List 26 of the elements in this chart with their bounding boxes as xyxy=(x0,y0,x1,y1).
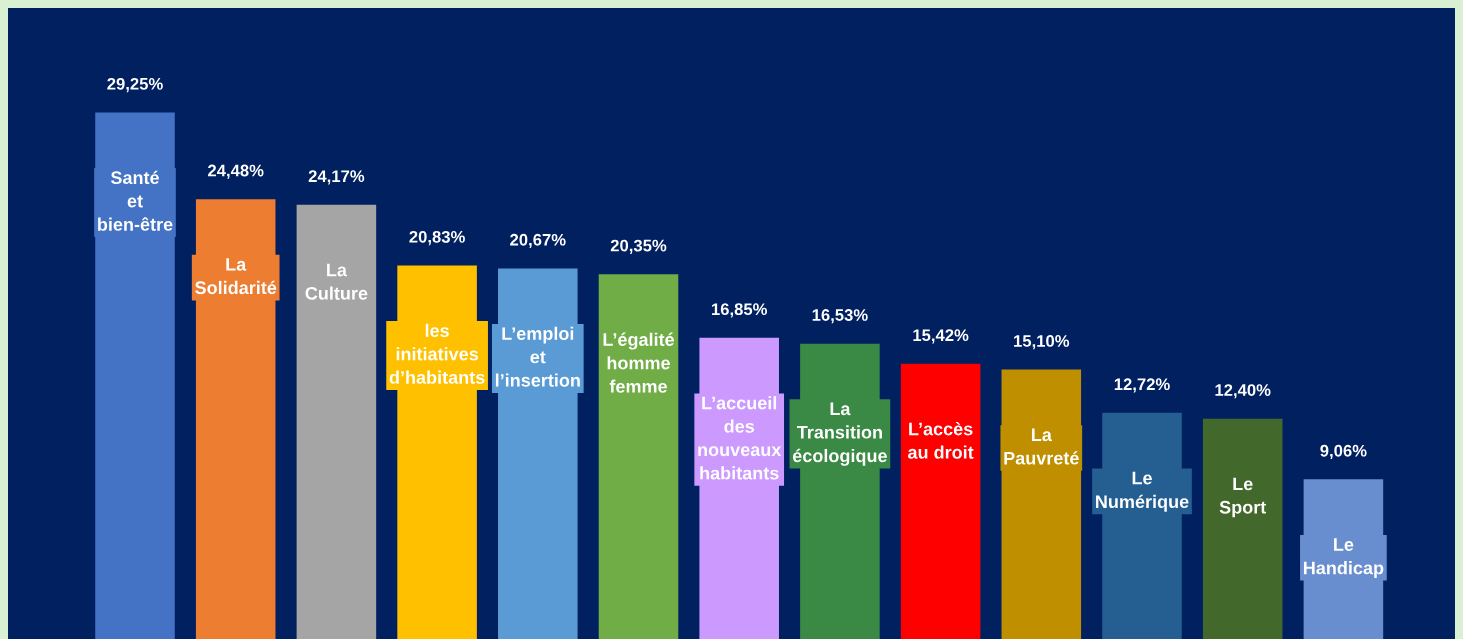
x-tick-label: L’emploi et l’insertion xyxy=(495,326,580,387)
x-tick-label: La Pauvreté xyxy=(1004,428,1079,465)
data-label: 15,42% xyxy=(913,329,969,344)
data-label: 15,10% xyxy=(1014,335,1070,350)
x-tick-label: L’égalité homme femme xyxy=(603,332,675,393)
x-tick-label: La Transition écologique xyxy=(792,402,887,466)
x-tick-label: Santé et bien-être xyxy=(98,170,173,231)
data-label: 29,25% xyxy=(107,77,163,93)
x-tick-label: Le Sport xyxy=(1219,477,1267,518)
data-label: 12,72% xyxy=(1114,378,1170,393)
data-label: 24,48% xyxy=(208,164,264,179)
x-tick-label: Le Numérique xyxy=(1096,471,1189,512)
data-label: 12,40% xyxy=(1215,384,1271,399)
x-tick-label: L’accès au droit xyxy=(908,421,974,459)
data-label: 20,35% xyxy=(610,239,667,254)
x-tick-label: L’accueil des nouveaux habitants xyxy=(698,396,782,480)
x-tick-label: les initiatives d’habitants xyxy=(389,323,485,384)
data-label: 9,06% xyxy=(1320,444,1367,460)
data-label: 20,67% xyxy=(510,233,566,249)
data-label: 16,53% xyxy=(812,309,868,324)
x-tick-label: La Solidarité xyxy=(195,258,277,295)
x-tick-label: Le Handicap xyxy=(1303,538,1384,578)
data-label: 24,17% xyxy=(308,170,365,185)
data-label: 16,85% xyxy=(711,303,768,318)
data-label: 20,83% xyxy=(409,230,465,246)
x-tick-label: La Culture xyxy=(305,263,368,300)
